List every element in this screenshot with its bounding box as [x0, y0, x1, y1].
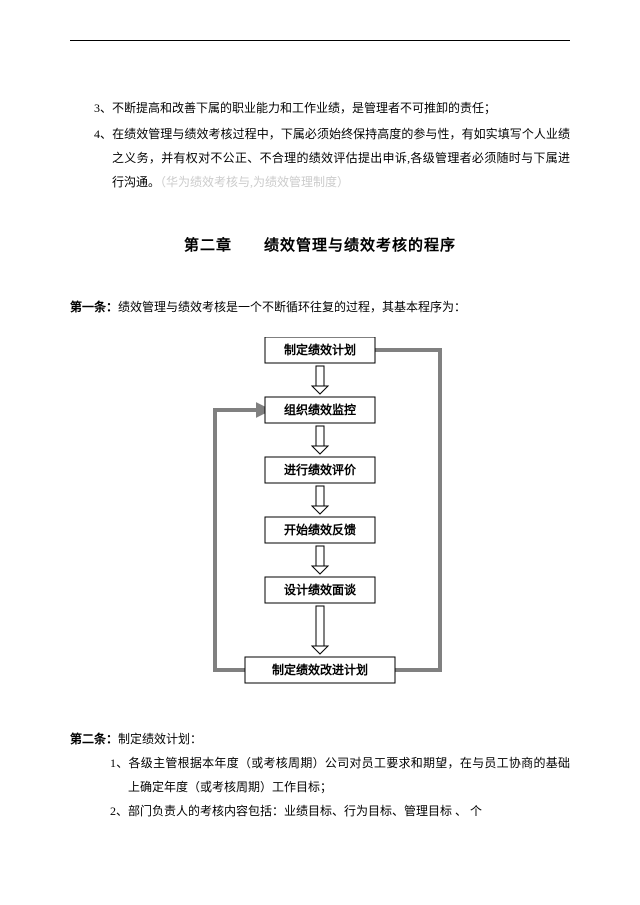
article-2-sub1: 1、各级主管根据本年度（或考核周期）公司对员工要求和期望，在与员工协商的基础上确…	[70, 751, 570, 799]
list-item-4-faded: （华为绩效考核与,为绩效管理制度）	[160, 175, 349, 189]
header-rule	[70, 40, 570, 41]
article-1: 第一条：绩效管理与绩效考核是一个不断循环往复的过程，其基本程序为：	[70, 295, 570, 319]
article-1-label: 第一条：	[70, 300, 118, 314]
article-2-sub2: 2、部门负责人的考核内容包括：业绩目标、行为目标、管理目标 、 个	[70, 799, 570, 823]
list-item-3: 3、不断提高和改善下属的职业能力和工作业绩，是管理者不可推卸的责任；	[70, 96, 570, 120]
list-item-4: 4、在绩效管理与绩效考核过程中，下属必须始终保持高度的参与性，有如实填写个人业绩…	[70, 122, 570, 194]
article-2: 第二条：制定绩效计划：	[70, 727, 570, 751]
article-2-text: 制定绩效计划：	[118, 732, 202, 746]
flowchart-container: 制定绩效计划组织绩效监控进行绩效评价开始绩效反馈设计绩效面谈制定绩效改进计划	[70, 337, 570, 697]
article-1-text: 绩效管理与绩效考核是一个不断循环往复的过程，其基本程序为：	[118, 300, 466, 314]
svg-text:设计绩效面谈: 设计绩效面谈	[284, 582, 357, 597]
flowchart: 制定绩效计划组织绩效监控进行绩效评价开始绩效反馈设计绩效面谈制定绩效改进计划	[175, 337, 465, 697]
chapter-title: 第二章 绩效管理与绩效考核的程序	[70, 234, 570, 255]
article-2-label: 第二条：	[70, 732, 118, 746]
svg-text:组织绩效监控: 组织绩效监控	[284, 402, 356, 417]
svg-text:制定绩效改进计划: 制定绩效改进计划	[272, 662, 368, 677]
svg-text:制定绩效计划: 制定绩效计划	[284, 342, 356, 357]
svg-text:进行绩效评价: 进行绩效评价	[284, 462, 357, 477]
svg-text:开始绩效反馈: 开始绩效反馈	[284, 522, 356, 537]
